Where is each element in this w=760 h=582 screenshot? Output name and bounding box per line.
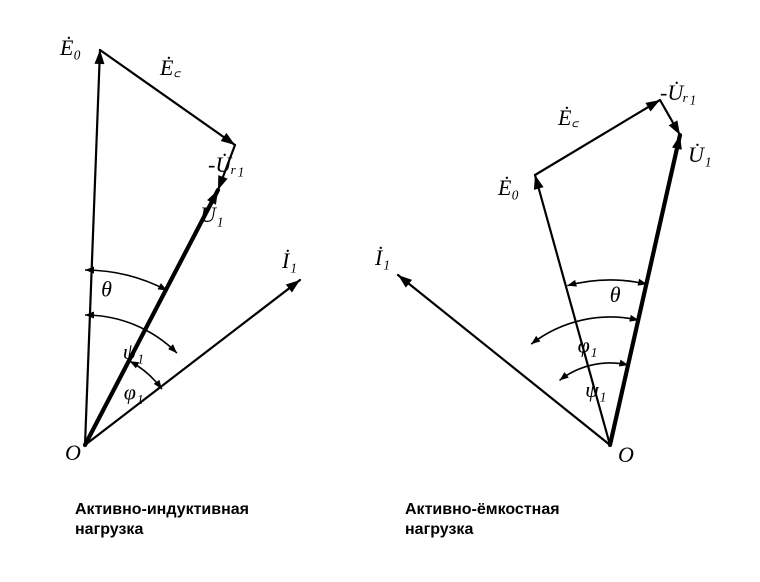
left-label-O: O (65, 440, 81, 465)
right-label-Ec: Ė꜀ (557, 105, 579, 130)
caption-right-line2: нагрузка (405, 520, 560, 540)
caption-left-line2: нагрузка (75, 520, 249, 540)
caption-right-line1: Активно-ёмкостная (405, 500, 560, 520)
left-arc-phi: φ₁ (124, 361, 162, 405)
right-label-E0: Ė₀ (497, 175, 519, 200)
left-arc-psi: ψ₁ (85, 312, 177, 365)
right-vec-Ec (535, 100, 660, 175)
right-label-I1: İ₁ (374, 245, 390, 270)
caption-right: Активно-ёмкостная нагрузка (405, 500, 560, 540)
left-arc-phi-label: φ₁ (124, 380, 144, 405)
left-arc-theta: θ (85, 267, 167, 302)
caption-left-line1: Активно-индуктивная (75, 500, 249, 520)
left-vec-U1 (85, 190, 218, 445)
right-vec-E0 (534, 175, 610, 445)
right-arc-theta: θ (567, 279, 647, 307)
right-vec-I1 (398, 275, 610, 445)
caption-left: Активно-индуктивная нагрузка (75, 500, 249, 540)
right-vec-U1 (610, 135, 682, 445)
left-arc-psi-label: ψ₁ (123, 339, 144, 364)
left-label-U1: U̇₁ (200, 202, 224, 227)
left-vec-I1 (85, 280, 300, 445)
right-arc-psi: ψ₁ (560, 360, 629, 402)
right-label-U1: U̇₁ (688, 142, 712, 167)
right-arc-phi: φ₁ (531, 315, 639, 358)
right-label-O: O (618, 442, 634, 467)
left-vec-E0 (85, 50, 104, 445)
right-arc-theta-label: θ (610, 282, 621, 307)
right-vec-Ur (660, 100, 680, 135)
right-arc-phi-label: φ₁ (578, 333, 598, 358)
left-label-Ec: Ė꜀ (159, 55, 181, 80)
left-arc-theta-label: θ (101, 277, 112, 302)
left-label-E0: Ė₀ (59, 35, 81, 60)
left-label-Ur: -U̇ᵣ₁ (208, 152, 244, 177)
left-label-I1: İ₁ (281, 248, 297, 273)
right-arc-psi-label: ψ₁ (585, 377, 606, 402)
right-label-Ur: -U̇ᵣ₁ (660, 80, 696, 105)
